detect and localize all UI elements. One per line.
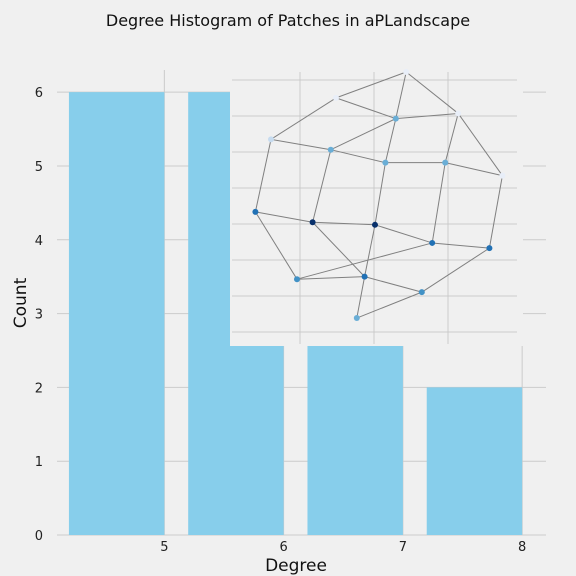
network-edge [296, 276, 365, 280]
network-inset [230, 69, 523, 346]
histogram-bar [426, 387, 523, 535]
network-edge [374, 224, 433, 244]
network-edge [421, 247, 490, 293]
network-edge [270, 138, 331, 151]
network-edge [296, 242, 433, 280]
network-node [327, 146, 334, 153]
network-edge [488, 175, 503, 249]
y-tick-label: 5 [35, 160, 43, 175]
x-tick-label: 8 [518, 540, 526, 555]
network-edge [364, 224, 376, 277]
x-axis-label: Degree [265, 556, 327, 576]
network-edge [364, 276, 422, 293]
network-edge [395, 71, 407, 119]
network-edge [312, 221, 376, 226]
network-edge [254, 211, 298, 280]
network-edge [356, 291, 422, 319]
network-node [486, 245, 493, 252]
network-edge [431, 162, 446, 244]
network-edge [405, 71, 459, 114]
x-tick-label: 6 [279, 540, 287, 555]
network-edge [330, 149, 386, 164]
network-node [418, 289, 425, 296]
network-node [294, 276, 300, 283]
network-edge [444, 113, 459, 163]
network-node [499, 172, 506, 179]
network-node [403, 69, 410, 75]
network-edge [356, 276, 366, 319]
network-node [361, 273, 368, 280]
network-edge [335, 71, 407, 99]
network-edge [312, 149, 332, 223]
network-edge [384, 118, 397, 163]
histogram-bar [307, 313, 403, 535]
network-node [372, 221, 378, 228]
y-tick-label: 3 [35, 308, 43, 323]
network-nodes [252, 69, 506, 322]
network-edge [255, 211, 313, 223]
network-node [353, 315, 360, 322]
network-node [442, 159, 449, 166]
network-edge [254, 139, 272, 212]
network-node [252, 208, 259, 215]
network-edge [395, 112, 459, 120]
y-tick-label: 1 [35, 455, 43, 470]
x-tick-label: 7 [399, 540, 407, 555]
network-edge [457, 113, 503, 176]
network-node [455, 110, 462, 117]
network-node [309, 219, 316, 226]
y-tick-label: 6 [35, 86, 43, 101]
network-node [382, 159, 389, 166]
network-node [268, 136, 274, 143]
network-edge [432, 242, 490, 249]
chart-title: Degree Histogram of Patches in aPLandsca… [106, 11, 470, 30]
network-edge [270, 97, 337, 140]
network-edge [335, 97, 396, 120]
x-tick-label: 5 [160, 540, 168, 555]
y-axis-label: Count [11, 277, 31, 328]
network-edge [374, 162, 386, 225]
network-edge [445, 162, 503, 177]
network-node [333, 94, 339, 101]
axis-ticks: 0 1 2 3 4 5 6 5 6 7 8 [35, 86, 527, 555]
network-node [392, 115, 399, 122]
network-node [429, 239, 436, 246]
y-tick-label: 0 [35, 529, 43, 544]
y-tick-label: 4 [35, 234, 43, 249]
y-tick-label: 2 [35, 381, 43, 396]
network-edge [330, 118, 397, 151]
network-edge [312, 221, 365, 277]
network-edges [254, 71, 503, 319]
inset-background [230, 70, 523, 346]
histogram-bar [68, 92, 165, 536]
